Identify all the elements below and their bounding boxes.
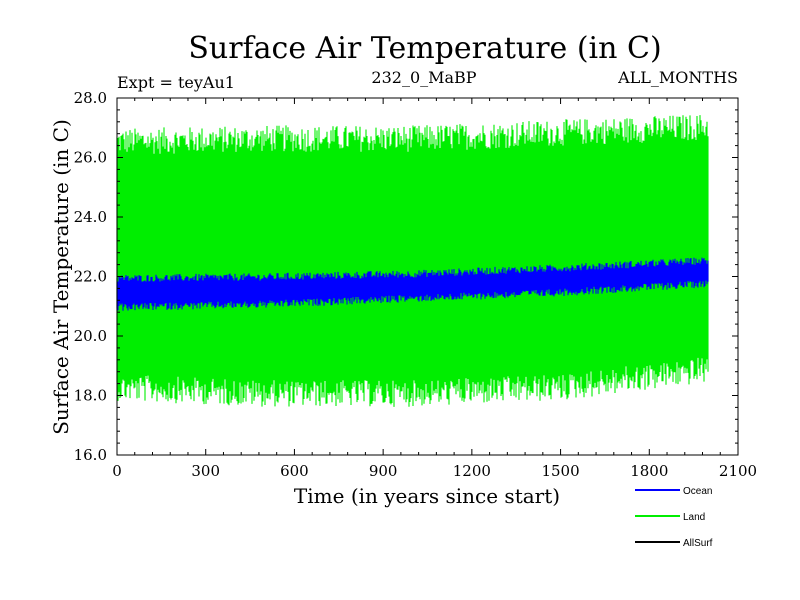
x-tick-label: 600	[280, 462, 309, 480]
chart-title: Surface Air Temperature (in C)	[188, 31, 661, 66]
y-tick-label: 18.0	[74, 387, 107, 405]
y-tick-label: 24.0	[74, 208, 107, 226]
x-tick-label: 1800	[630, 462, 668, 480]
legend-label-land: Land	[683, 512, 705, 523]
x-tick-label: 900	[369, 462, 398, 480]
x-tick-label: 300	[191, 462, 220, 480]
x-tick-label: 2100	[719, 462, 757, 480]
axis-tick-labels: 0 300 600 900 1200 1500 1800 2100 16.0 18.0 20.0 22…	[74, 89, 758, 480]
months-label: ALL_MONTHS	[617, 68, 738, 87]
y-tick-label: 28.0	[74, 89, 107, 107]
legend-label-allsurf: AllSurf	[683, 538, 713, 549]
y-tick-label: 26.0	[74, 149, 107, 167]
axis-ticks	[116, 97, 739, 456]
x-tick-label: 1500	[541, 462, 579, 480]
legend-label-ocean: Ocean	[683, 486, 712, 497]
y-tick-label: 16.0	[74, 446, 107, 464]
legend: Ocean Land AllSurf	[635, 486, 713, 549]
experiment-label: Expt = teyAu1	[117, 73, 235, 92]
x-tick-label: 0	[112, 462, 122, 480]
y-tick-label: 22.0	[74, 268, 107, 286]
y-tick-label: 20.0	[74, 327, 107, 345]
period-label: 232_0_MaBP	[371, 68, 476, 87]
plot-series-group	[116, 115, 709, 407]
x-axis-label: Time (in years since start)	[294, 484, 560, 508]
series-land-trace	[116, 115, 709, 407]
y-axis-label: Surface Air Temperature (in C)	[49, 119, 73, 435]
x-tick-label: 1200	[453, 462, 491, 480]
